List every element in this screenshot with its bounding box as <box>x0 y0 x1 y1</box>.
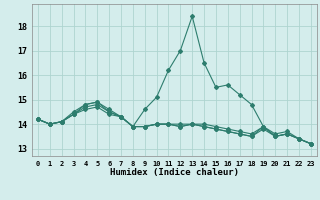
X-axis label: Humidex (Indice chaleur): Humidex (Indice chaleur) <box>110 168 239 177</box>
